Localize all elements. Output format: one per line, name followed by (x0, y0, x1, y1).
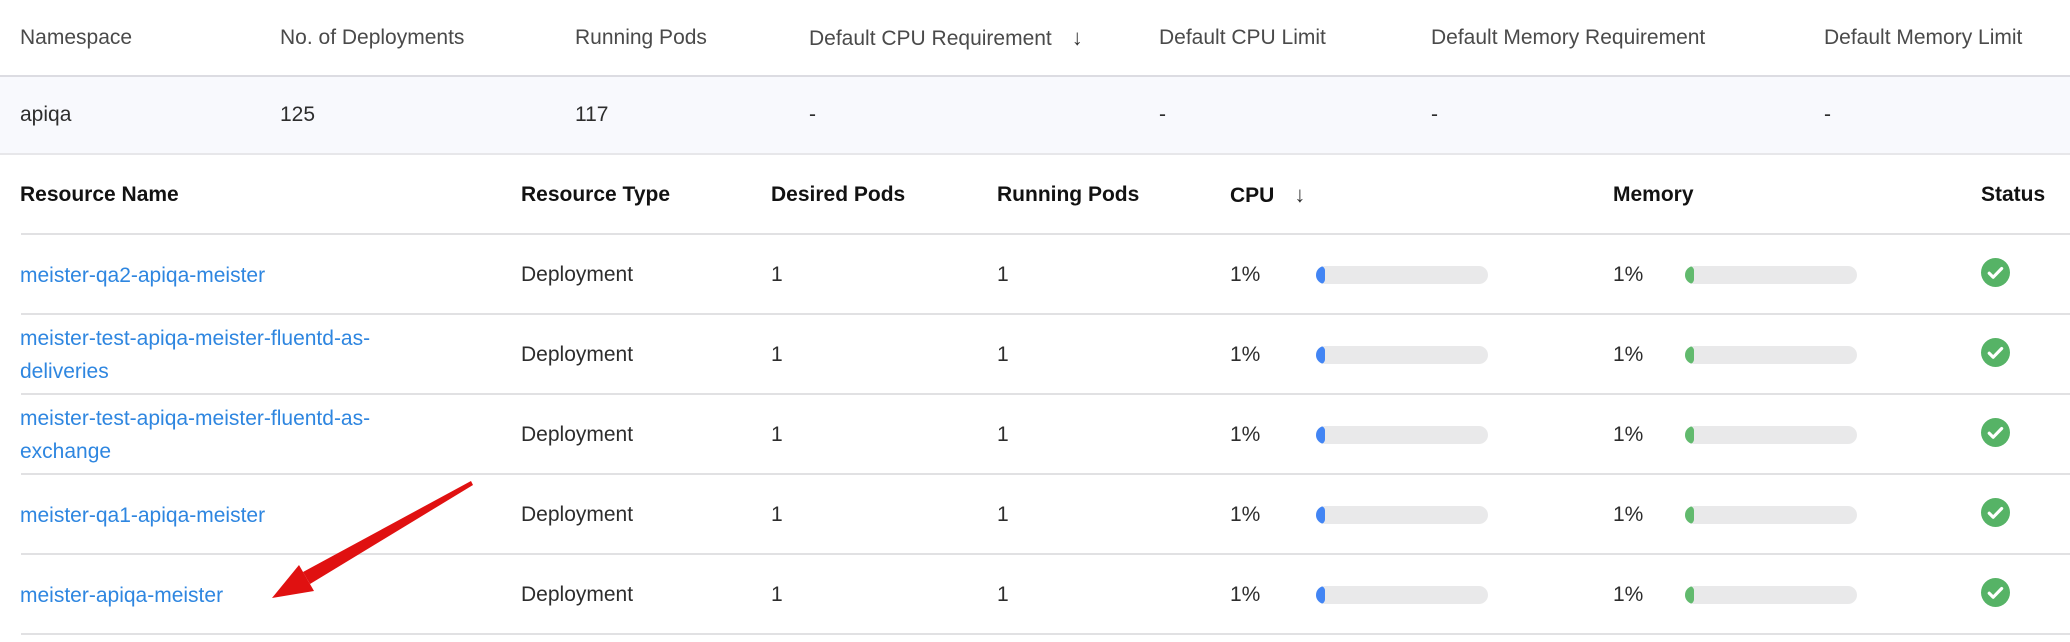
col-resource-type: Resource Type (521, 183, 670, 206)
sort-descending-icon[interactable]: ↓ (1071, 24, 1083, 50)
memory-percent: 1% (1613, 343, 1644, 366)
cpu-percent: 1% (1230, 583, 1261, 606)
col-default-cpu-limit: Default CPU Limit (1159, 25, 1326, 49)
memory-progress-bar (1685, 346, 1857, 364)
memory-percent: 1% (1613, 503, 1644, 526)
col-cpu[interactable]: CPU ↓ (1230, 182, 1613, 208)
col-default-cpu-requirement[interactable]: Default CPU Requirement ↓ (809, 25, 1159, 51)
desired-pods: 1 (771, 263, 783, 286)
default-memory-limit-value: - (1824, 103, 1831, 126)
namespace-name: apiqa (20, 103, 72, 126)
resource-link[interactable]: meister-qa1-apiqa-meister (20, 503, 266, 527)
memory-progress-fill (1685, 506, 1694, 524)
memory-percent: 1% (1613, 423, 1644, 446)
table-row: meister-qa2-apiqa-meister Deployment 1 1… (0, 235, 2070, 315)
memory-progress-bar (1685, 426, 1857, 444)
running-pods-count: 117 (575, 103, 609, 126)
col-default-memory-requirement: Default Memory Requirement (1431, 25, 1706, 49)
cpu-progress-bar (1316, 266, 1488, 284)
col-status: Status (1981, 183, 2046, 206)
namespace-table: Namespace No. of Deployments Running Pod… (0, 0, 2070, 155)
running-pods: 1 (997, 583, 1009, 606)
memory-progress-bar (1685, 586, 1857, 604)
desired-pods: 1 (771, 503, 783, 526)
cpu-progress-fill (1316, 346, 1325, 364)
memory-progress-fill (1685, 346, 1694, 364)
cpu-progress-fill (1316, 506, 1325, 524)
running-pods: 1 (997, 343, 1009, 366)
memory-progress-bar (1685, 506, 1857, 524)
col-cpu-label: CPU (1230, 184, 1275, 207)
col-running-pods: Running Pods (997, 183, 1140, 206)
resource-type: Deployment (521, 263, 634, 286)
cpu-percent: 1% (1230, 263, 1261, 286)
cpu-progress-bar (1316, 346, 1488, 364)
desired-pods: 1 (771, 343, 783, 366)
resource-link[interactable]: meister-test-apiqa-meister-fluentd-as-de… (20, 327, 371, 383)
resource-table: Resource Name Resource Type Desired Pods… (0, 155, 2070, 635)
default-memory-requirement-value: - (1431, 103, 1438, 126)
cpu-percent: 1% (1230, 503, 1261, 526)
memory-progress-fill (1685, 426, 1694, 444)
cpu-progress-fill (1316, 426, 1325, 444)
table-row: meister-test-apiqa-meister-fluentd-as-ex… (0, 395, 2070, 475)
memory-progress-fill (1685, 586, 1694, 604)
deployments-count: 125 (280, 103, 316, 126)
resource-type: Deployment (521, 423, 634, 446)
resource-type: Deployment (521, 343, 634, 366)
memory-progress-fill (1685, 266, 1694, 284)
cpu-percent: 1% (1230, 423, 1261, 446)
memory-progress-bar (1685, 266, 1857, 284)
memory-percent: 1% (1613, 583, 1644, 606)
resource-type: Deployment (521, 583, 634, 606)
default-cpu-requirement-value: - (809, 103, 816, 126)
cpu-progress-bar (1316, 506, 1488, 524)
cpu-progress-bar (1316, 426, 1488, 444)
cpu-percent: 1% (1230, 343, 1261, 366)
col-desired-pods: Desired Pods (771, 183, 906, 206)
col-resource-name: Resource Name (20, 183, 179, 206)
namespace-row-apiqa[interactable]: apiqa 125 117 - - - - (0, 75, 2070, 155)
status-ok-icon (1981, 577, 2010, 607)
cpu-progress-fill (1316, 586, 1325, 604)
namespace-table-header: Namespace No. of Deployments Running Pod… (0, 0, 2070, 75)
cpu-progress-fill (1316, 266, 1325, 284)
col-no-of-deployments: No. of Deployments (280, 25, 465, 49)
resource-link[interactable]: meister-qa2-apiqa-meister (20, 263, 266, 287)
running-pods: 1 (997, 263, 1009, 286)
status-ok-icon (1981, 497, 2010, 527)
memory-percent: 1% (1613, 263, 1644, 286)
cpu-progress-bar (1316, 586, 1488, 604)
col-memory: Memory (1613, 183, 1694, 206)
table-row: meister-test-apiqa-meister-fluentd-as-de… (0, 315, 2070, 395)
default-cpu-limit-value: - (1159, 103, 1166, 126)
table-row: meister-qa1-apiqa-meister Deployment 1 1… (0, 475, 2070, 555)
resource-link-target[interactable]: meister-apiqa-meister (20, 583, 224, 607)
sort-descending-icon[interactable]: ↓ (1294, 182, 1306, 207)
status-ok-icon (1981, 417, 2010, 447)
col-default-memory-limit: Default Memory Limit (1824, 25, 2023, 49)
resource-type: Deployment (521, 503, 634, 526)
resource-table-header: Resource Name Resource Type Desired Pods… (0, 155, 2070, 235)
table-row: meister-apiqa-meister Deployment 1 1 1% … (0, 555, 2070, 635)
status-ok-icon (1981, 337, 2010, 367)
resource-link[interactable]: meister-test-apiqa-meister-fluentd-as-ex… (20, 407, 371, 463)
desired-pods: 1 (771, 423, 783, 446)
col-running-pods: Running Pods (575, 25, 707, 49)
running-pods: 1 (997, 503, 1009, 526)
col-namespace: Namespace (20, 25, 133, 49)
running-pods: 1 (997, 423, 1009, 446)
desired-pods: 1 (771, 583, 783, 606)
col-default-cpu-requirement-label: Default CPU Requirement (809, 26, 1052, 50)
status-ok-icon (1981, 257, 2010, 287)
